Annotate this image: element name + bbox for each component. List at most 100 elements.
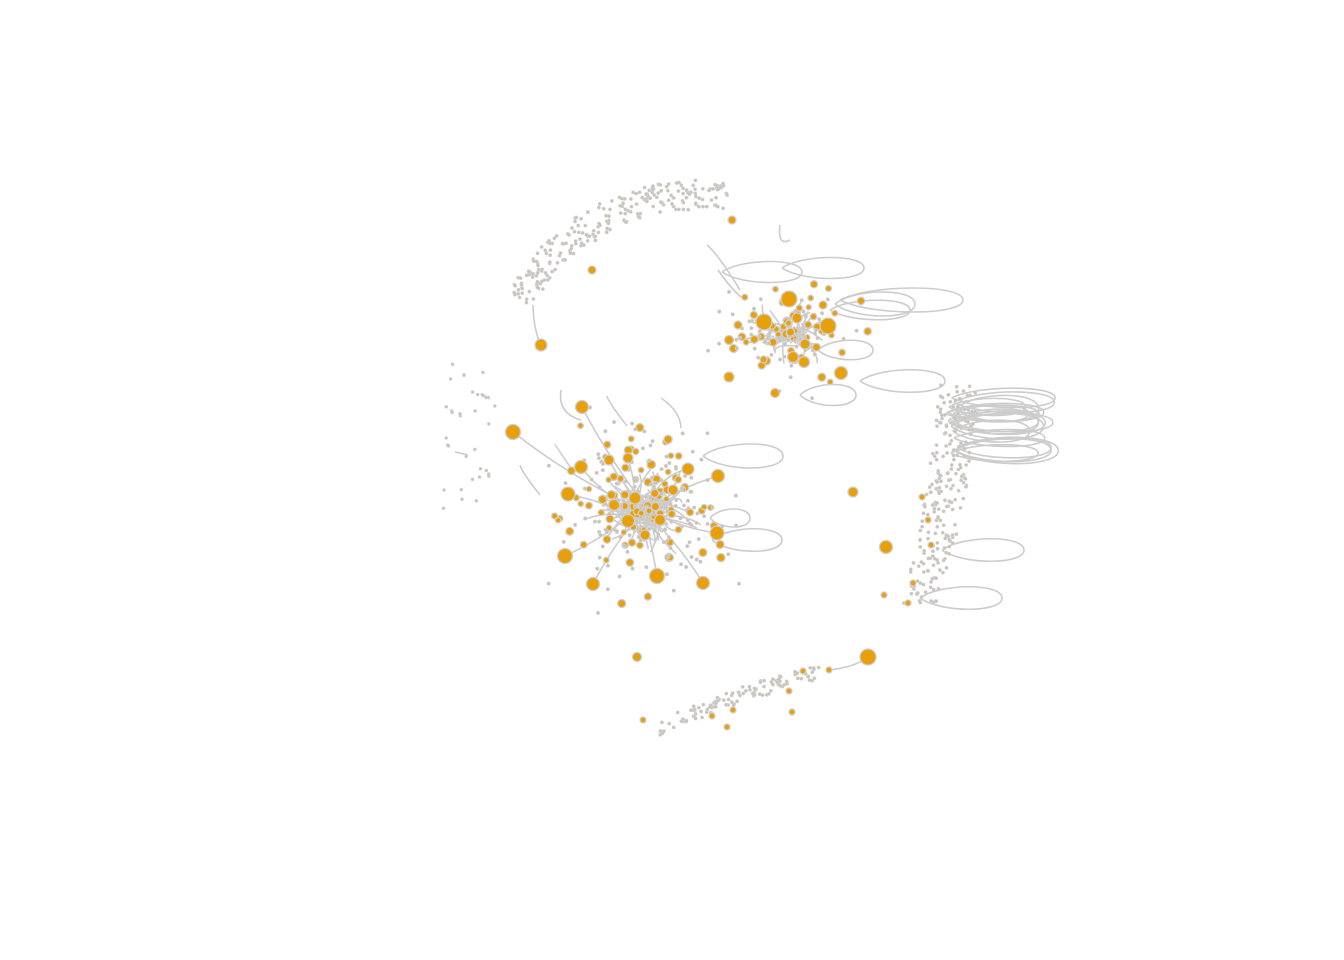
network-node <box>710 505 715 510</box>
network-hub-node <box>786 350 800 364</box>
network-node <box>519 282 524 287</box>
network-hub-node <box>818 300 828 310</box>
network-node <box>705 478 710 483</box>
network-node <box>571 251 576 256</box>
network-node <box>705 431 710 436</box>
network-node <box>574 215 579 220</box>
network-node <box>809 280 819 289</box>
network-node <box>552 236 557 241</box>
network-node <box>658 210 663 214</box>
network-node <box>961 389 966 393</box>
network-node <box>639 716 647 724</box>
network-node <box>640 446 645 451</box>
network-node <box>701 204 705 209</box>
network-node <box>918 545 923 549</box>
network-hub-node <box>648 567 666 585</box>
network-node <box>811 342 821 352</box>
network-node <box>546 463 551 468</box>
network-node <box>573 522 578 527</box>
network-node <box>540 279 544 284</box>
network-hub-node <box>681 462 695 476</box>
network-node <box>956 424 961 429</box>
network-node <box>928 585 933 590</box>
network-node <box>576 223 581 228</box>
network-node <box>597 485 602 490</box>
network-node <box>863 326 873 336</box>
network-node <box>919 595 924 599</box>
network-node <box>799 298 804 303</box>
network-node <box>959 474 964 479</box>
network-node <box>949 438 954 443</box>
network-node <box>724 702 729 707</box>
network-node <box>824 284 833 293</box>
network-node <box>597 205 601 210</box>
network-node <box>444 404 449 409</box>
network-node <box>580 231 585 235</box>
network-node <box>643 494 648 499</box>
network-node <box>681 191 686 196</box>
network-node <box>713 701 718 706</box>
network-edge <box>778 224 791 243</box>
network-node <box>680 431 685 436</box>
network-node <box>963 415 967 420</box>
network-node <box>648 482 653 487</box>
self-loop <box>953 391 1056 414</box>
network-node <box>713 705 718 709</box>
network-node <box>789 363 794 368</box>
network-node <box>550 512 559 520</box>
network-edge <box>774 344 795 354</box>
network-node <box>936 507 941 512</box>
network-node <box>738 335 743 340</box>
network-hub-node <box>607 498 621 512</box>
network-node <box>688 489 693 494</box>
network-node <box>610 198 614 203</box>
network-node <box>741 293 749 301</box>
network-node <box>480 392 485 397</box>
network-node <box>548 260 552 265</box>
network-node <box>647 516 652 521</box>
network-node <box>973 390 978 395</box>
network-node <box>577 422 584 430</box>
network-node <box>444 436 449 440</box>
network-node <box>747 684 752 689</box>
network-node <box>794 344 799 349</box>
network-node <box>595 610 600 615</box>
network-node <box>693 187 698 192</box>
network-hub-node <box>667 484 679 496</box>
network-node <box>681 200 686 205</box>
network-node <box>579 241 584 246</box>
network-node <box>685 508 695 517</box>
network-node <box>819 311 824 316</box>
network-node <box>762 684 766 689</box>
network-node <box>693 178 698 183</box>
network-node <box>756 355 761 360</box>
network-node <box>807 294 815 302</box>
network-node <box>605 563 610 568</box>
network-hub-node <box>723 334 735 346</box>
network-node <box>934 599 939 604</box>
network-node <box>651 204 656 209</box>
network-node <box>782 354 787 359</box>
network-node <box>602 556 610 564</box>
network-hub-node <box>727 215 737 225</box>
network-node <box>817 372 827 382</box>
network-node <box>650 488 660 499</box>
network-node <box>687 521 692 526</box>
network-node <box>763 339 768 344</box>
network-node <box>535 285 540 290</box>
network-node <box>961 480 966 485</box>
network-node <box>959 441 963 446</box>
network-node <box>714 195 718 200</box>
hub-node-layer <box>504 215 894 666</box>
network-node <box>597 508 605 517</box>
network-node <box>968 432 973 437</box>
network-node <box>693 194 698 199</box>
network-node <box>604 230 609 235</box>
network-node <box>749 334 759 344</box>
network-node <box>647 188 652 193</box>
network-node <box>648 196 653 201</box>
network-node <box>627 533 632 538</box>
network-node <box>954 532 959 537</box>
network-node <box>653 480 658 485</box>
network-node <box>699 457 704 462</box>
